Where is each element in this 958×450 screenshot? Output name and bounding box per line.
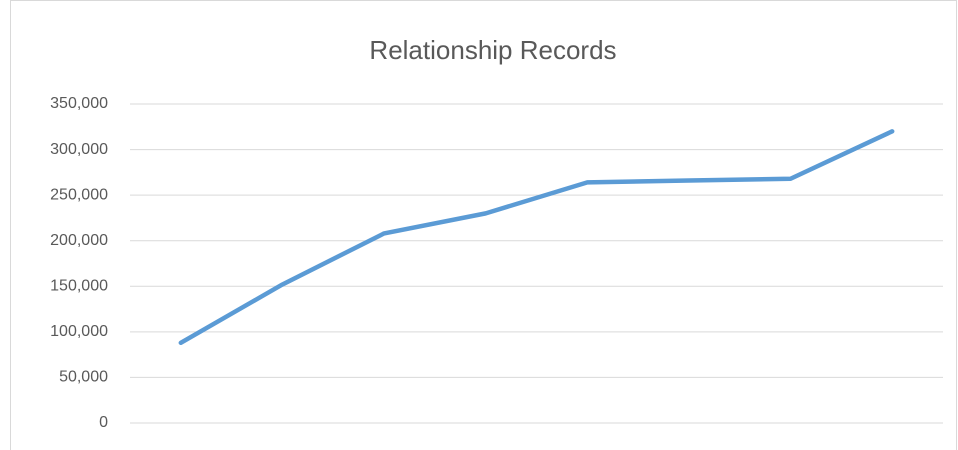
y-tick-label: 200,000 [50, 232, 108, 249]
chart-title: Relationship Records [369, 35, 616, 65]
y-tick-label: 300,000 [50, 141, 108, 158]
line-series [178, 129, 895, 346]
y-tick-label: 50,000 [59, 369, 108, 386]
chart-frame [10, 0, 957, 450]
y-tick-label: 350,000 [50, 95, 108, 112]
y-tick-label: 100,000 [50, 323, 108, 340]
y-tick-label: 250,000 [50, 186, 108, 203]
y-tick-label: 0 [99, 414, 108, 431]
y-tick-label: 150,000 [50, 278, 108, 295]
